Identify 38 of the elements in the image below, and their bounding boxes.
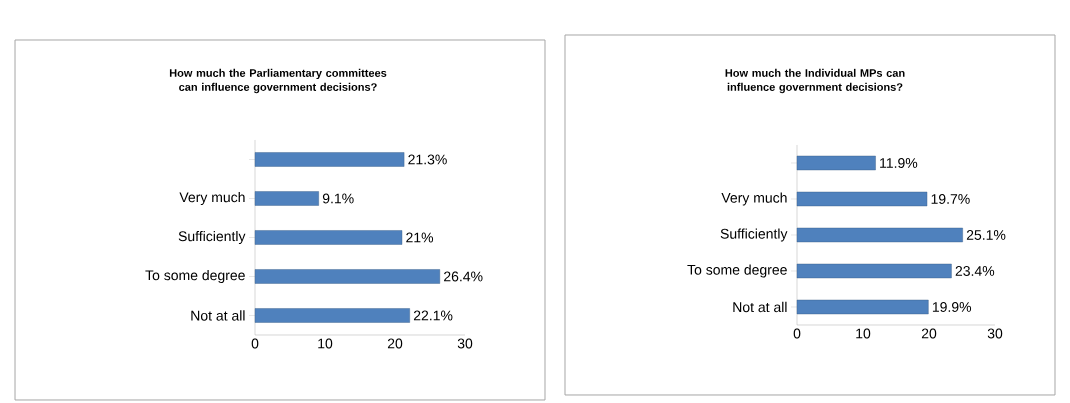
y-tick-label: Very much (721, 192, 787, 206)
y-tick-label: To some degree (687, 264, 787, 278)
y-tick-label: Sufficiently (720, 228, 788, 242)
data-label: 25.1% (966, 230, 1006, 240)
x-tick-label: 30 (457, 338, 473, 349)
y-tick-label: Very much (179, 191, 245, 206)
data-label: 22.1% (413, 310, 453, 321)
data-label: 21% (406, 232, 434, 243)
bar (796, 191, 928, 207)
data-label: 11.9% (880, 158, 918, 168)
bar (796, 227, 963, 243)
x-tick-label: 20 (387, 338, 403, 349)
bar (254, 230, 403, 245)
y-tick-label: To some degree (145, 269, 245, 284)
y-tick-label: Not at all (191, 310, 245, 321)
data-label: 23.4% (955, 266, 995, 276)
chart-title: How much the Parliamentary committees can influence government decisions? (169, 68, 387, 94)
data-label: 9.1% (322, 193, 354, 204)
bar (254, 269, 441, 284)
x-tick-label: 30 (987, 328, 1003, 339)
y-tick-label: Sufficiently (178, 230, 246, 245)
x-tick-label: 0 (251, 338, 259, 349)
bar (796, 299, 929, 315)
bar (254, 152, 405, 167)
bar (254, 191, 319, 206)
data-label: 19.7% (931, 194, 970, 204)
data-label: 26.4% (444, 271, 483, 282)
data-label: 21.3% (408, 154, 447, 165)
data-label: 19.9% (932, 302, 972, 312)
x-tick-label: 10 (856, 328, 871, 339)
x-tick-label: 10 (318, 338, 333, 349)
bar (796, 263, 952, 279)
chart-title: How much the Individual MPs can influence government decisions? (725, 68, 905, 94)
x-tick-label: 0 (793, 328, 801, 339)
x-tick-label: 20 (921, 328, 937, 339)
bar (796, 155, 876, 171)
y-tick-label: Not at all (733, 301, 787, 313)
bar (254, 308, 410, 323)
